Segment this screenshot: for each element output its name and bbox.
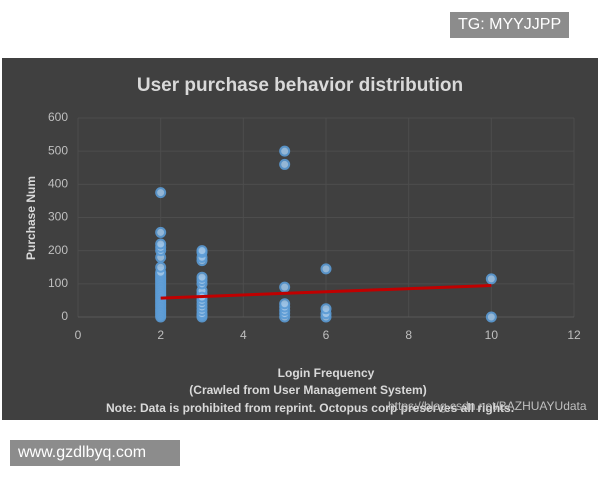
x-tick-label: 2 [157, 328, 164, 342]
x-tick-label: 6 [323, 328, 330, 342]
point [155, 261, 167, 273]
point [320, 263, 332, 275]
y-tick-label: 300 [48, 210, 68, 224]
y-tick-label: 400 [48, 177, 68, 191]
point [279, 145, 291, 157]
x-axis-label: Login Frequency [278, 366, 375, 380]
point [279, 298, 291, 310]
point [485, 311, 497, 323]
plot-area: 0 100 200 300 400 500 600 0 2 4 6 8 10 12 [48, 110, 581, 342]
point [485, 273, 497, 285]
watermark: TG: MYYJJPP [450, 12, 570, 38]
x-tick-label: 4 [240, 328, 247, 342]
point [155, 187, 167, 199]
x-tick-label: 12 [567, 328, 581, 342]
point [279, 281, 291, 293]
point [196, 271, 208, 283]
y-tick-label: 200 [48, 243, 68, 257]
y-tick-label: 500 [48, 143, 68, 157]
note: (Crawled from User Management System) [189, 383, 426, 397]
y-tick-label: 0 [61, 309, 68, 323]
trendline [160, 283, 492, 300]
point [155, 238, 167, 250]
x-tick-label: 8 [405, 328, 412, 342]
y-tick-label: 600 [48, 110, 68, 124]
watermark: www.gzdlbyq.com [10, 440, 180, 466]
point [155, 226, 167, 238]
point [196, 245, 208, 257]
point [279, 158, 291, 170]
watermark: https://blog.csdn.net/BAZHUAYUdata [388, 399, 587, 413]
point [320, 303, 332, 315]
y-tick-label: 100 [48, 276, 68, 290]
y-axis-label: Purchase Num [24, 176, 38, 260]
chart-title: User purchase behavior distribution [137, 75, 463, 96]
x-tick-label: 0 [75, 328, 82, 342]
x-tick-label: 10 [485, 328, 499, 342]
note: Note: Data is prohibited from reprint. O… [106, 401, 514, 415]
